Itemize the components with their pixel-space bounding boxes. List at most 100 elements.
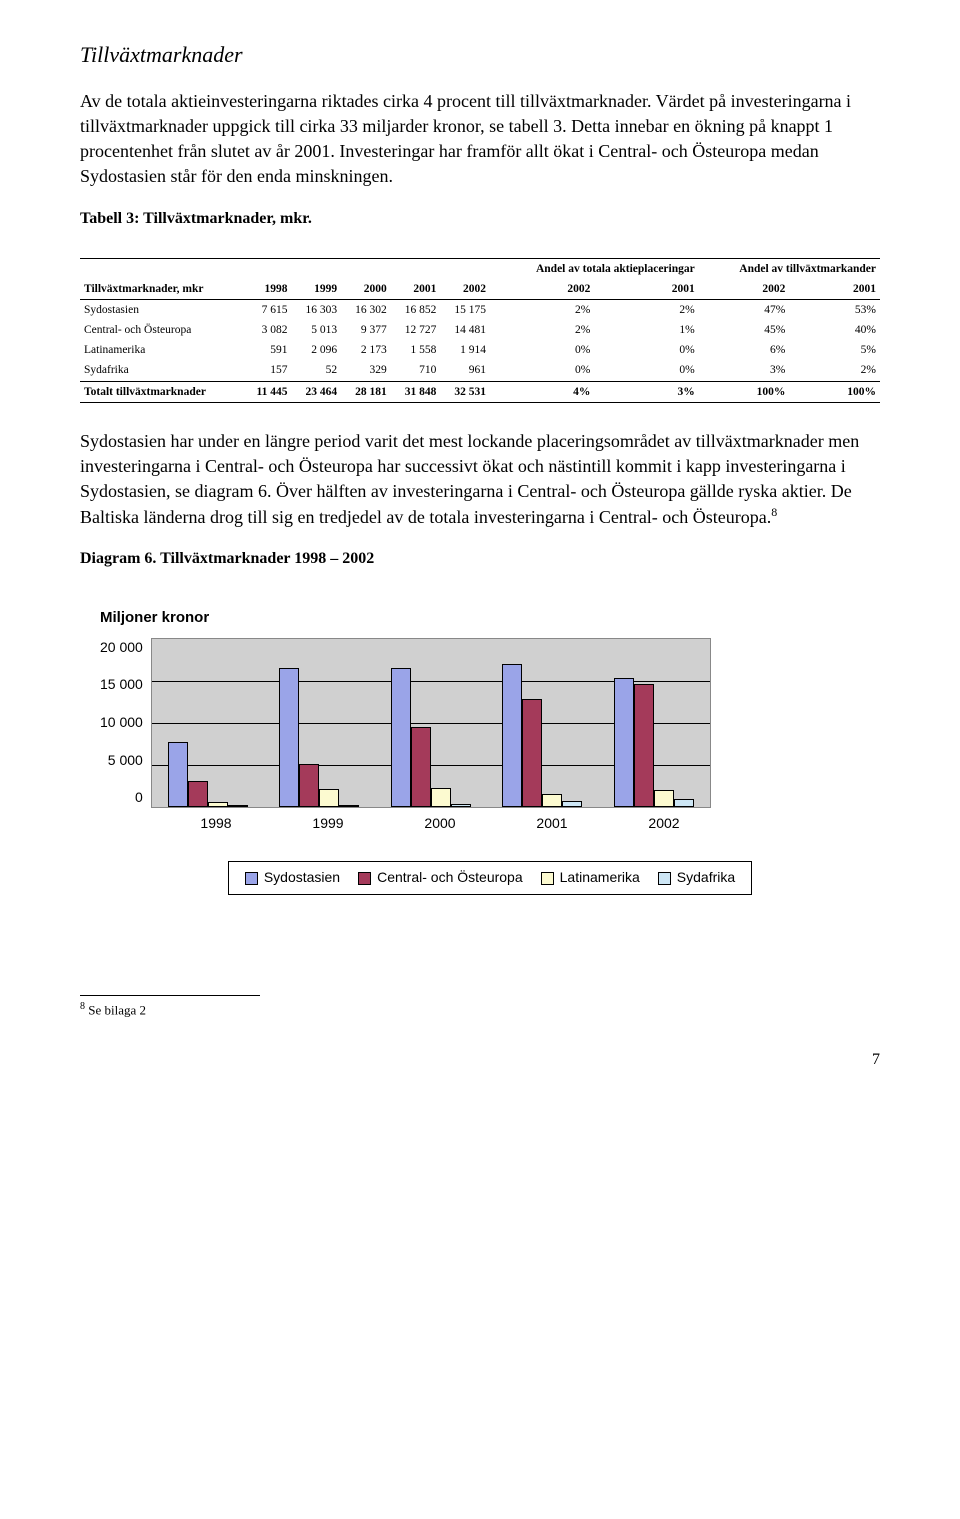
table-super-header-row: Andel av totala aktieplaceringar Andel a… [80,258,880,279]
col-header: Tillväxtmarknader, mkr [80,279,243,300]
chart-legend: Sydostasien Central- och Östeuropa Latinam… [228,861,752,895]
bar [634,684,654,807]
footnote-text: Se bilaga 2 [85,1002,146,1017]
bar-group [375,639,487,807]
legend-label: Latinamerika [560,868,640,888]
cell: 1 914 [440,340,490,360]
cell: 45% [699,320,790,340]
cell: 2% [789,360,880,381]
cell: 6% [699,340,790,360]
legend-swatch [541,872,554,885]
col-header: 2001 [594,279,698,300]
table-caption: Tabell 3: Tillväxtmarknader, mkr. [80,208,880,230]
legend-item: Sydostasien [245,868,340,888]
legend-item: Latinamerika [541,868,640,888]
bar [614,678,634,807]
cell: 100% [699,381,790,402]
x-tick: 2000 [384,814,496,834]
legend-label: Sydafrika [677,868,735,888]
table-row: Latinamerika 591 2 096 2 173 1 558 1 914… [80,340,880,360]
super-header-1: Andel av totala aktieplaceringar [490,258,699,279]
cell: 329 [341,360,391,381]
cell: 3 082 [243,320,292,340]
cell: 0% [490,340,594,360]
cell: 31 848 [391,381,441,402]
data-table: Andel av totala aktieplaceringar Andel a… [80,258,880,403]
chart-x-axis: 19981999200020012002 [160,814,720,834]
bar [562,801,582,807]
chart-y-title: Miljoner kronor [100,607,880,628]
bar [279,668,299,807]
table-row: Sydostasien 7 615 16 303 16 302 16 852 1… [80,300,880,321]
cell: 0% [594,340,698,360]
cell: 2% [594,300,698,321]
table-row: Central- och Östeuropa 3 082 5 013 9 377… [80,320,880,340]
footnote-rule [80,995,260,996]
table-total-row: Totalt tillväxtmarknader 11 445 23 464 2… [80,381,880,402]
col-header: 2000 [341,279,391,300]
cell: 2 173 [341,340,391,360]
col-header: 1998 [243,279,292,300]
section-title: Tillväxtmarknader [80,40,880,71]
legend-swatch [245,872,258,885]
cell: 32 531 [440,381,490,402]
bar-group [487,639,599,807]
cell: 710 [391,360,441,381]
cell: 7 615 [243,300,292,321]
col-header: 2001 [391,279,441,300]
bar [522,699,542,807]
cell: 11 445 [243,381,292,402]
cell: 591 [243,340,292,360]
bar [228,805,248,807]
cell: Sydostasien [80,300,243,321]
cell: 961 [440,360,490,381]
cell: 16 852 [391,300,441,321]
bar [431,788,451,806]
table-column-header-row: Tillväxtmarknader, mkr 1998 1999 2000 20… [80,279,880,300]
cell: Central- och Östeuropa [80,320,243,340]
cell: 12 727 [391,320,441,340]
x-tick: 1998 [160,814,272,834]
paragraph-1: Av de totala aktieinvesteringarna riktad… [80,89,880,190]
cell: 52 [292,360,342,381]
cell: 0% [490,360,594,381]
bar [411,727,431,807]
y-tick: 20 000 [100,638,143,658]
cell: 1% [594,320,698,340]
legend-swatch [658,872,671,885]
col-header: 2001 [789,279,880,300]
bar [542,794,562,807]
chart-plot-area [151,638,711,808]
page-number: 7 [80,1049,880,1071]
bar-group [598,639,710,807]
legend-label: Central- och Östeuropa [377,868,523,888]
bar-chart: Miljoner kronor 20 000 15 000 10 000 5 0… [100,607,880,895]
cell: 23 464 [292,381,342,402]
col-header: 2002 [440,279,490,300]
cell: 0% [594,360,698,381]
cell: 14 481 [440,320,490,340]
cell: Totalt tillväxtmarknader [80,381,243,402]
cell: 3% [594,381,698,402]
y-tick: 0 [135,788,143,808]
cell: 40% [789,320,880,340]
cell: 15 175 [440,300,490,321]
bar [654,790,674,806]
col-header: 2002 [490,279,594,300]
y-tick: 15 000 [100,675,143,695]
legend-item: Sydafrika [658,868,735,888]
cell: 5 013 [292,320,342,340]
bar [451,804,471,807]
chart-y-axis: 20 000 15 000 10 000 5 000 0 [100,638,151,808]
legend-item: Central- och Östeuropa [358,868,523,888]
cell: 2% [490,320,594,340]
super-header-2: Andel av tillväxtmarkander [699,258,880,279]
x-tick: 2002 [608,814,720,834]
bar [168,742,188,807]
cell: 16 302 [341,300,391,321]
cell: 3% [699,360,790,381]
cell: 47% [699,300,790,321]
paragraph-2: Sydostasien har under en längre period v… [80,429,880,531]
bar [188,781,208,807]
bar [319,789,339,807]
